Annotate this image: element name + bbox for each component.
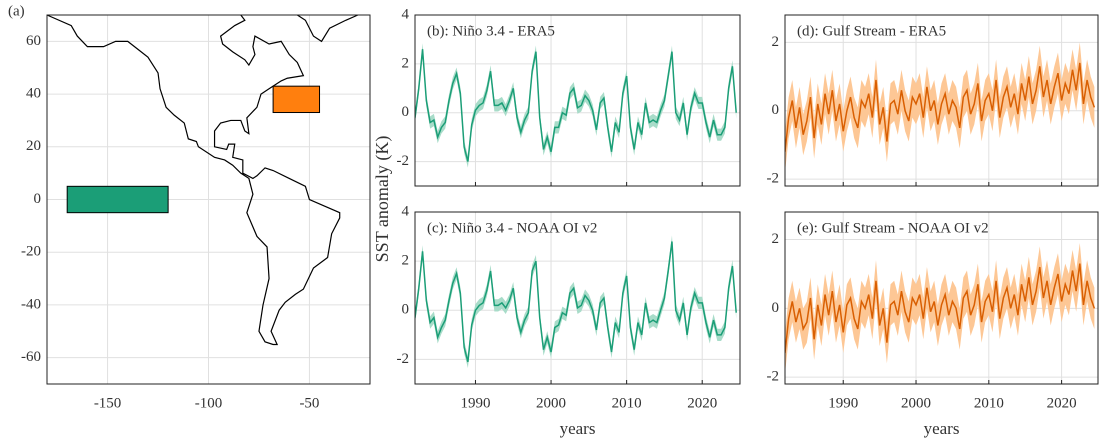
y-tick-label: 4 xyxy=(402,6,410,22)
plot-area xyxy=(785,42,1096,173)
coastline xyxy=(296,14,359,43)
y-axis-label: SST anomaly (K) xyxy=(372,136,393,263)
x-tick-label: 1990 xyxy=(828,395,858,411)
y-tick-label: -40 xyxy=(21,296,41,312)
x-tick-label: 2000 xyxy=(536,395,566,411)
y-tick-label: 0 xyxy=(34,191,42,207)
axes-frame xyxy=(46,14,371,385)
y-tick-label: 2 xyxy=(772,231,780,247)
series-line xyxy=(785,263,1096,354)
uncertainty-band xyxy=(785,242,1095,374)
axes-frame xyxy=(784,14,1099,187)
series-line xyxy=(415,241,737,363)
x-tick-label: 2020 xyxy=(1047,395,1077,411)
region-box xyxy=(66,185,169,214)
plot-area xyxy=(415,43,737,168)
uncertainty-band xyxy=(415,43,737,168)
y-tick-label: -2 xyxy=(767,369,780,385)
x-axis-label: years xyxy=(924,419,960,438)
y-tick-label: 2 xyxy=(772,34,780,50)
axes-frame xyxy=(414,211,741,385)
y-tick-label: 4 xyxy=(402,203,410,219)
axes-frame xyxy=(784,211,1099,385)
panel-title: (c): Niño 3.4 - NOAA OI v2 xyxy=(427,220,597,236)
panel-label: (a) xyxy=(8,3,25,19)
x-axis-label: years xyxy=(560,419,596,438)
x-tick-label: -150 xyxy=(94,395,122,411)
x-tick-label: 2020 xyxy=(687,395,717,411)
y-tick-label: -2 xyxy=(397,153,410,169)
axes-frame xyxy=(414,14,741,187)
series-line xyxy=(785,62,1096,152)
y-tick-label: -2 xyxy=(397,351,410,367)
uncertainty-band xyxy=(785,42,1095,173)
x-tick-label: -100 xyxy=(195,395,223,411)
x-tick-label: -50 xyxy=(299,395,319,411)
y-tick-label: 0 xyxy=(402,302,410,318)
panel-title: (d): Gulf Stream - ERA5 xyxy=(797,23,946,39)
x-tick-label: 2010 xyxy=(612,395,642,411)
y-tick-label: 2 xyxy=(402,55,410,71)
series-line xyxy=(415,49,737,162)
y-tick-label: -2 xyxy=(767,171,780,187)
y-tick-label: 0 xyxy=(772,300,780,316)
y-tick-label: 0 xyxy=(402,104,410,120)
y-tick-label: 2 xyxy=(402,253,410,269)
region-box xyxy=(272,85,321,114)
plot-area xyxy=(415,235,737,369)
x-tick-label: 1990 xyxy=(460,395,490,411)
coastline xyxy=(46,14,341,346)
panel-title: (e): Gulf Stream - NOAA OI v2 xyxy=(797,220,989,236)
panel-title: (b): Niño 3.4 - ERA5 xyxy=(427,23,555,39)
plot-area xyxy=(785,242,1096,374)
x-tick-label: 2000 xyxy=(901,395,931,411)
y-tick-label: 20 xyxy=(26,138,41,154)
y-tick-label: -20 xyxy=(21,244,41,260)
y-tick-label: 0 xyxy=(772,102,780,118)
y-tick-label: -60 xyxy=(21,349,41,365)
y-tick-label: 40 xyxy=(26,86,41,102)
x-tick-label: 2010 xyxy=(974,395,1004,411)
y-tick-label: 60 xyxy=(26,33,41,49)
